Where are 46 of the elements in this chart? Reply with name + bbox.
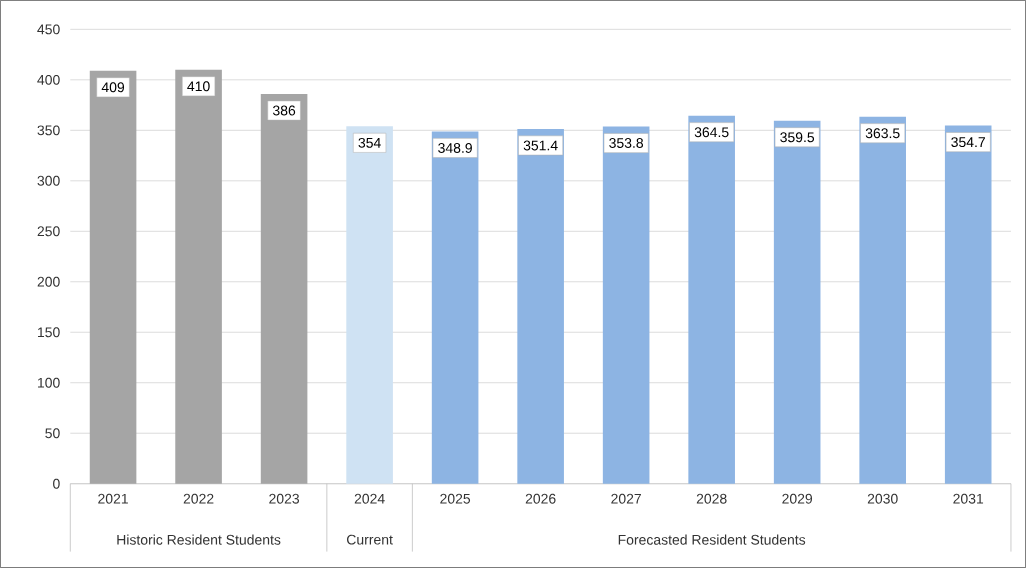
y-tick-label: 150 bbox=[38, 327, 60, 338]
x-tick-label: 2023 bbox=[269, 493, 300, 504]
y-tick-label: 50 bbox=[45, 428, 60, 439]
bar bbox=[346, 126, 393, 484]
x-tick-label: 2027 bbox=[611, 493, 641, 504]
x-tick-label: 2029 bbox=[782, 493, 813, 504]
y-tick-label: 350 bbox=[37, 125, 60, 136]
data-label: 410 bbox=[187, 81, 210, 92]
data-label: 348.9 bbox=[438, 143, 472, 153]
y-tick-label: 200 bbox=[37, 276, 60, 287]
bar bbox=[431, 131, 479, 484]
bar bbox=[602, 126, 650, 484]
text: Historic Resident Students bbox=[117, 534, 281, 545]
x-tick-label: 2031 bbox=[953, 493, 984, 504]
text: Current bbox=[347, 534, 393, 545]
x-tick-label: 2025 bbox=[440, 493, 471, 504]
bar bbox=[859, 116, 906, 484]
y-tick-label: 250 bbox=[37, 226, 60, 237]
x-tick-label: 2021 bbox=[98, 493, 128, 504]
bar bbox=[89, 70, 137, 484]
y-tick-label: 400 bbox=[37, 74, 60, 85]
bar bbox=[260, 93, 308, 484]
y-tick-label: 100 bbox=[38, 377, 60, 388]
x-tick-label: 2028 bbox=[696, 493, 727, 504]
bar bbox=[688, 115, 735, 484]
data-label: 386 bbox=[272, 105, 296, 116]
data-label: 364.5 bbox=[694, 127, 729, 138]
y-tick-label: 300 bbox=[37, 175, 60, 186]
data-label: 354.7 bbox=[951, 137, 985, 148]
data-label: 353.8 bbox=[609, 138, 644, 148]
bar bbox=[517, 128, 564, 484]
x-tick-label: 2022 bbox=[183, 493, 214, 504]
data-label: 354 bbox=[358, 137, 381, 148]
y-tick-label: 0 bbox=[53, 478, 60, 489]
x-tick-label: 2024 bbox=[354, 493, 385, 504]
data-label: 409 bbox=[101, 82, 125, 93]
text: Forecasted Resident Students bbox=[618, 534, 806, 545]
bar bbox=[175, 69, 222, 484]
data-label: 363.5 bbox=[865, 128, 900, 139]
y-tick-label: 450 bbox=[37, 24, 60, 35]
bar bbox=[944, 125, 992, 484]
data-label: 359.5 bbox=[780, 132, 815, 143]
x-tick-label: 2030 bbox=[867, 493, 898, 504]
bar bbox=[773, 120, 821, 484]
data-label: 351.4 bbox=[523, 140, 558, 151]
x-tick-label: 2026 bbox=[525, 493, 556, 504]
